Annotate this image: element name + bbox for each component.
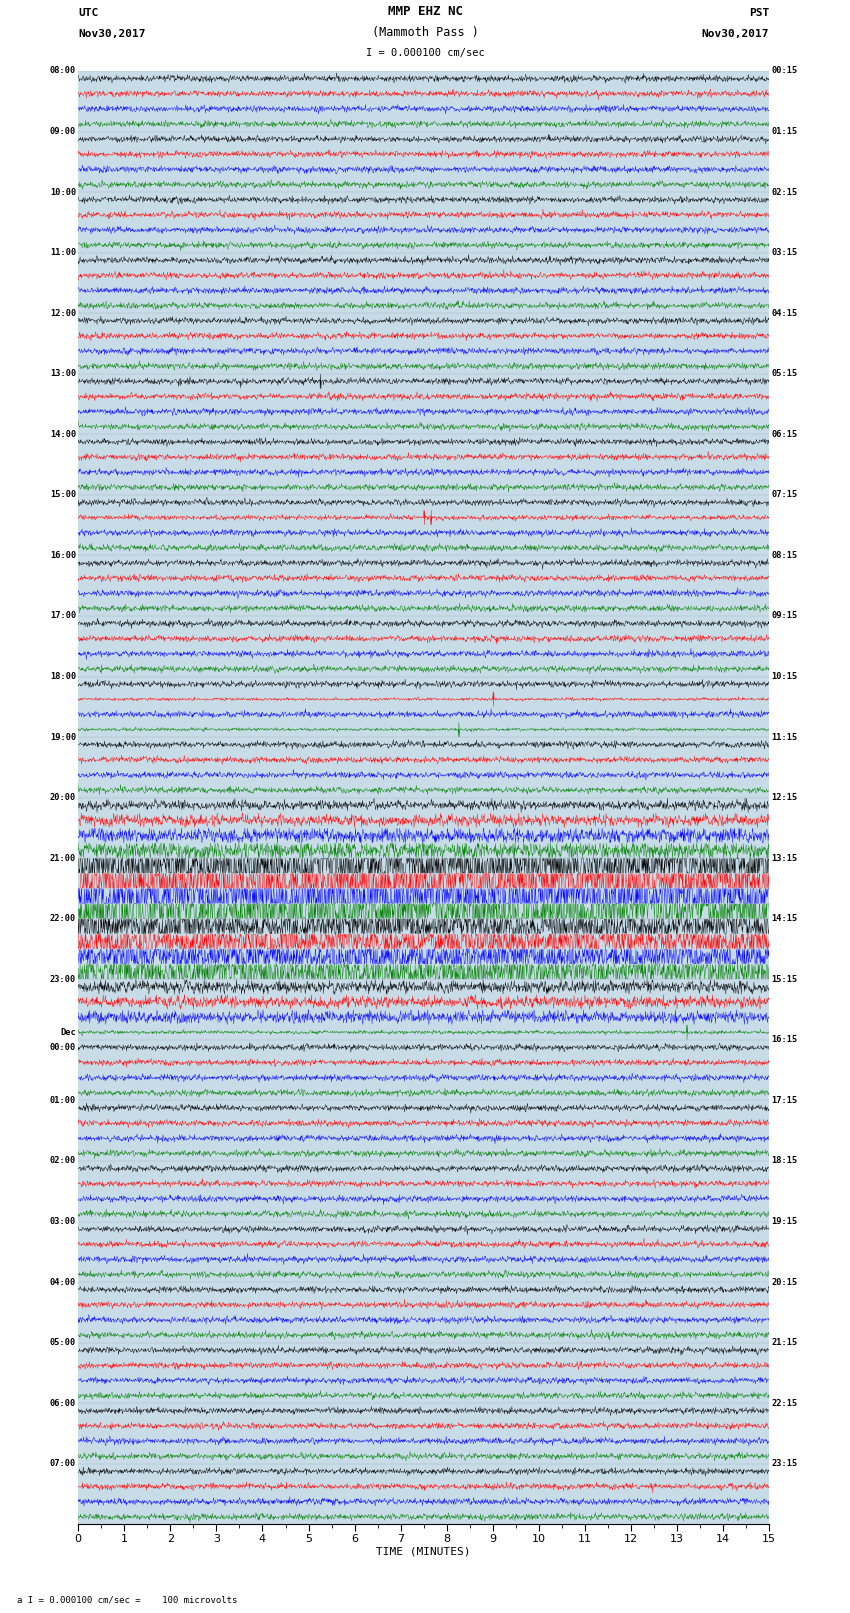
Text: 15:00: 15:00 — [50, 490, 76, 500]
Text: 10:15: 10:15 — [771, 673, 797, 681]
Text: 14:00: 14:00 — [50, 429, 76, 439]
Text: 02:00: 02:00 — [50, 1157, 76, 1166]
Text: 15:15: 15:15 — [771, 974, 797, 984]
Text: 05:15: 05:15 — [771, 369, 797, 377]
Text: PST: PST — [749, 8, 769, 18]
Text: 07:15: 07:15 — [771, 490, 797, 500]
Text: a I = 0.000100 cm/sec =    100 microvolts: a I = 0.000100 cm/sec = 100 microvolts — [17, 1595, 237, 1605]
Text: 18:00: 18:00 — [50, 673, 76, 681]
Text: 04:00: 04:00 — [50, 1277, 76, 1287]
Text: 13:15: 13:15 — [771, 853, 797, 863]
Text: 16:00: 16:00 — [50, 552, 76, 560]
Text: 22:00: 22:00 — [50, 915, 76, 923]
Text: 07:00: 07:00 — [50, 1460, 76, 1468]
Text: 13:00: 13:00 — [50, 369, 76, 377]
Text: 20:15: 20:15 — [771, 1277, 797, 1287]
Text: 08:00: 08:00 — [50, 66, 76, 76]
Text: UTC: UTC — [78, 8, 99, 18]
Text: 20:00: 20:00 — [50, 794, 76, 802]
Text: 23:15: 23:15 — [771, 1460, 797, 1468]
Text: 17:15: 17:15 — [771, 1095, 797, 1105]
Text: 04:15: 04:15 — [771, 308, 797, 318]
Text: 19:15: 19:15 — [771, 1218, 797, 1226]
Text: 08:15: 08:15 — [771, 552, 797, 560]
Text: 09:15: 09:15 — [771, 611, 797, 621]
Text: Dec: Dec — [60, 1027, 76, 1037]
Text: 03:15: 03:15 — [771, 248, 797, 256]
Text: 00:00: 00:00 — [50, 1042, 76, 1052]
Text: 01:00: 01:00 — [50, 1095, 76, 1105]
X-axis label: TIME (MINUTES): TIME (MINUTES) — [377, 1547, 471, 1557]
Text: 03:00: 03:00 — [50, 1218, 76, 1226]
Text: 06:15: 06:15 — [771, 429, 797, 439]
Text: 21:15: 21:15 — [771, 1339, 797, 1347]
Text: 12:15: 12:15 — [771, 794, 797, 802]
Text: 11:00: 11:00 — [50, 248, 76, 256]
Text: 02:15: 02:15 — [771, 187, 797, 197]
Text: (Mammoth Pass ): (Mammoth Pass ) — [371, 26, 479, 39]
Text: Nov30,2017: Nov30,2017 — [702, 29, 769, 39]
Text: 23:00: 23:00 — [50, 974, 76, 984]
Text: 06:00: 06:00 — [50, 1398, 76, 1408]
Text: 21:00: 21:00 — [50, 853, 76, 863]
Text: 18:15: 18:15 — [771, 1157, 797, 1166]
Text: 19:00: 19:00 — [50, 732, 76, 742]
Text: Nov30,2017: Nov30,2017 — [78, 29, 145, 39]
Text: 01:15: 01:15 — [771, 127, 797, 135]
Text: 05:00: 05:00 — [50, 1339, 76, 1347]
Text: 22:15: 22:15 — [771, 1398, 797, 1408]
Text: 16:15: 16:15 — [771, 1036, 797, 1044]
Text: 17:00: 17:00 — [50, 611, 76, 621]
Text: 10:00: 10:00 — [50, 187, 76, 197]
Text: I = 0.000100 cm/sec: I = 0.000100 cm/sec — [366, 48, 484, 58]
Text: MMP EHZ NC: MMP EHZ NC — [388, 5, 462, 18]
Text: 09:00: 09:00 — [50, 127, 76, 135]
Text: 11:15: 11:15 — [771, 732, 797, 742]
Text: 12:00: 12:00 — [50, 308, 76, 318]
Text: 00:15: 00:15 — [771, 66, 797, 76]
Text: 14:15: 14:15 — [771, 915, 797, 923]
